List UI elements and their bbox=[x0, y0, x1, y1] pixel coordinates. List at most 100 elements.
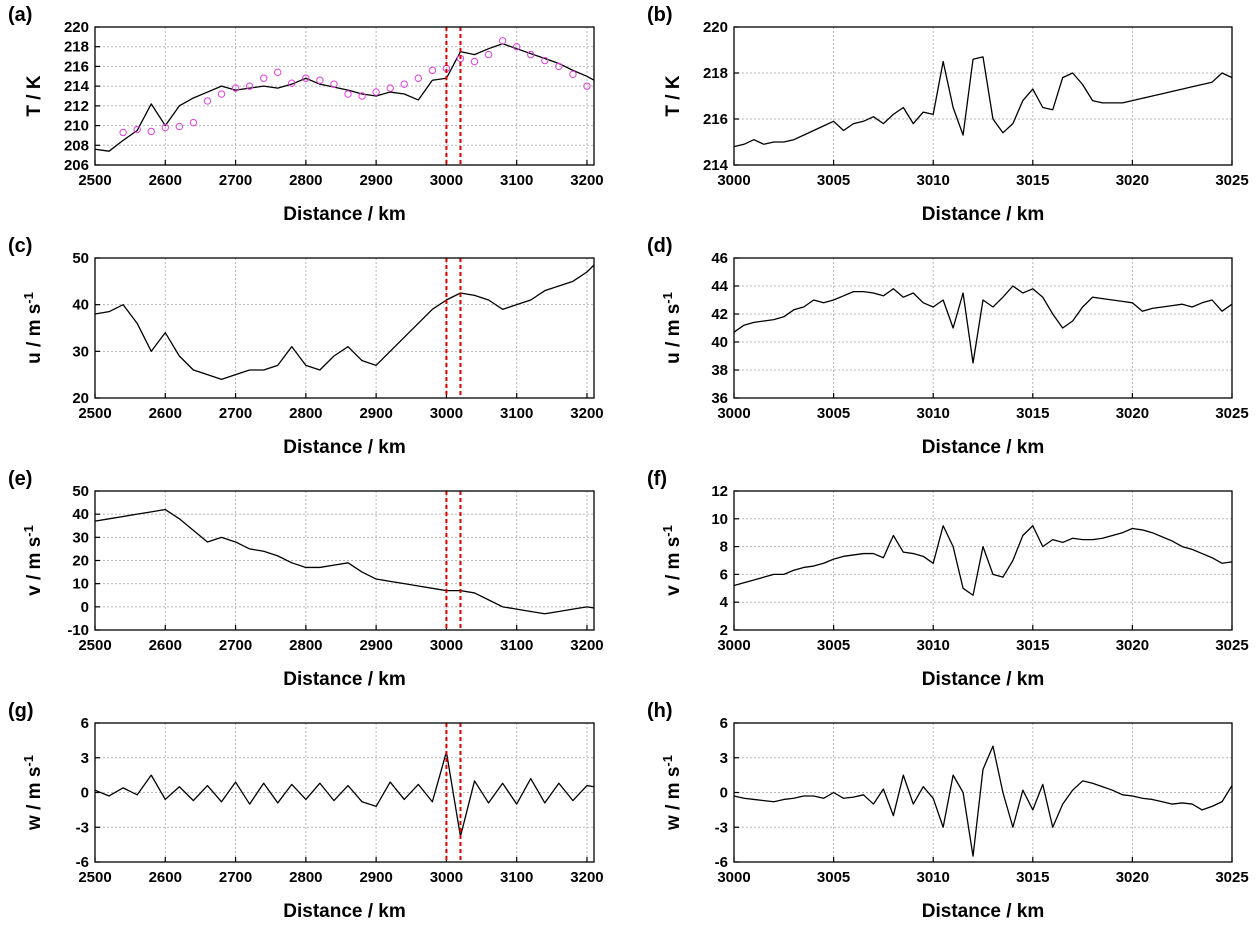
y-axis-label-sup: -1 bbox=[660, 755, 675, 767]
marker bbox=[288, 79, 296, 87]
panel: 3000 3005 3010 3015 3020 3025 -6 -3 0 3 6 (h) Distan… bbox=[647, 700, 1249, 922]
marker bbox=[428, 66, 437, 75]
marker bbox=[119, 128, 127, 137]
x-tick-label: 3015 bbox=[1016, 637, 1049, 654]
x-tick-label: 3025 bbox=[1215, 405, 1248, 422]
marker bbox=[231, 84, 240, 92]
y-tick-label: 42 bbox=[711, 306, 728, 323]
x-tick-label: 2600 bbox=[149, 637, 182, 654]
x-tick-label: 3020 bbox=[1116, 869, 1149, 886]
y-axis-label-sup: -1 bbox=[21, 525, 36, 537]
x-tick-label: 2500 bbox=[78, 869, 111, 886]
marker bbox=[203, 97, 212, 105]
y-tick-label: 44 bbox=[711, 278, 728, 295]
plot-area bbox=[95, 258, 594, 398]
y-axis-label: T / K bbox=[663, 75, 684, 116]
x-tick-label: 3000 bbox=[430, 637, 463, 654]
marker bbox=[217, 90, 226, 98]
y-tick-label: 38 bbox=[711, 362, 728, 379]
x-tick-label: 2500 bbox=[78, 637, 111, 654]
marker bbox=[133, 125, 141, 134]
data-line bbox=[94, 508, 595, 615]
x-tick-label: 3100 bbox=[500, 637, 533, 654]
y-tick-label: 0 bbox=[720, 785, 728, 802]
y-tick-label: 8 bbox=[720, 539, 728, 556]
y-tick-label: 212 bbox=[64, 98, 89, 115]
x-axis-label: Distance / km bbox=[922, 901, 1045, 922]
y-axis-label-text: T / K bbox=[24, 75, 45, 116]
marker bbox=[274, 68, 282, 77]
x-tick-label: 2700 bbox=[219, 172, 252, 189]
y-tick-label: 30 bbox=[72, 529, 89, 546]
y-tick-label: 216 bbox=[64, 58, 89, 75]
x-tick-label: 3005 bbox=[817, 869, 850, 886]
y-tick-label: 40 bbox=[711, 334, 728, 351]
y-tick-label: -6 bbox=[715, 854, 728, 871]
y-axis-label: T / K bbox=[24, 75, 45, 116]
plot-frame bbox=[94, 26, 595, 166]
x-tick-label: 2700 bbox=[219, 405, 252, 422]
y-axis-label-text: w / m s bbox=[24, 767, 45, 831]
x-tick-label: 3005 bbox=[817, 172, 850, 189]
x-tick-label: 3000 bbox=[430, 172, 463, 189]
x-tick-label: 2600 bbox=[149, 405, 182, 422]
y-tick-label: 220 bbox=[703, 19, 728, 36]
y-axis-label-text: T / K bbox=[663, 75, 684, 116]
y-tick-label: 214 bbox=[64, 78, 90, 95]
x-tick-label: 2800 bbox=[289, 637, 322, 654]
marker bbox=[330, 80, 338, 88]
marker bbox=[484, 50, 493, 59]
y-tick-label: -6 bbox=[76, 854, 89, 871]
y-tick-label: 50 bbox=[72, 483, 89, 500]
panel-label: (g) bbox=[8, 700, 34, 722]
y-tick-label: 10 bbox=[711, 511, 728, 528]
y-axis-label-text: v / m s bbox=[663, 537, 684, 596]
y-tick-label: 40 bbox=[72, 506, 89, 523]
plot-frame bbox=[733, 722, 1233, 863]
plot-frame bbox=[94, 490, 595, 631]
plot-frame bbox=[733, 490, 1233, 631]
y-axis-label-text: u / m s bbox=[663, 304, 684, 364]
x-tick-label: 3000 bbox=[717, 172, 750, 189]
x-axis-label: Distance / km bbox=[283, 204, 406, 225]
panel: 2500 2600 2700 2800 2900 3000 3100 3200 -6 -3 0 3 6 (… bbox=[8, 700, 604, 922]
marker bbox=[498, 37, 507, 45]
plot-area bbox=[734, 491, 1232, 630]
y-tick-label: -3 bbox=[76, 819, 89, 836]
panel: 3000 3005 3010 3015 3020 3025 2 4 6 8 10 12 (f) Dista… bbox=[647, 468, 1249, 690]
y-tick-label: 210 bbox=[64, 118, 89, 135]
x-tick-label: 2600 bbox=[149, 869, 182, 886]
x-tick-label: 2500 bbox=[78, 172, 111, 189]
marker bbox=[259, 74, 268, 82]
y-axis-label-sup: -1 bbox=[21, 292, 36, 304]
x-tick-label: 3200 bbox=[570, 637, 603, 654]
y-tick-label: 220 bbox=[64, 19, 89, 36]
panel: 2500 2600 2700 2800 2900 3000 3100 3200 206 208 21… bbox=[8, 4, 604, 225]
panel: 3000 3005 3010 3015 3020 3025 214 216 218 220 (b) D… bbox=[647, 4, 1249, 225]
x-tick-label: 3020 bbox=[1116, 172, 1149, 189]
x-tick-label: 3010 bbox=[917, 637, 950, 654]
y-tick-label: 10 bbox=[72, 576, 89, 593]
y-axis-label: u / m s-1 bbox=[660, 292, 685, 364]
y-tick-label: 218 bbox=[64, 39, 89, 56]
x-tick-label: 3010 bbox=[917, 869, 950, 886]
x-tick-label: 3100 bbox=[500, 869, 533, 886]
panel-label: (a) bbox=[8, 4, 32, 26]
data-line bbox=[733, 745, 1233, 857]
y-tick-label: 206 bbox=[64, 157, 89, 174]
x-axis-label: Distance / km bbox=[922, 204, 1045, 225]
x-tick-label: 3000 bbox=[717, 405, 750, 422]
y-axis-label: v / m s-1 bbox=[21, 525, 46, 596]
plot-area bbox=[95, 27, 594, 165]
x-tick-label: 3025 bbox=[1215, 637, 1248, 654]
y-tick-label: 4 bbox=[720, 594, 729, 611]
x-tick-label: 3020 bbox=[1116, 405, 1149, 422]
marker bbox=[386, 84, 394, 92]
panel: 2500 2600 2700 2800 2900 3000 3100 3200 20 30 40 50… bbox=[8, 235, 604, 458]
y-axis-label-sup: -1 bbox=[21, 755, 36, 767]
data-line bbox=[733, 56, 1233, 148]
x-tick-label: 3015 bbox=[1016, 172, 1049, 189]
x-tick-label: 2900 bbox=[359, 172, 392, 189]
y-tick-label: 36 bbox=[711, 390, 728, 407]
marker bbox=[541, 56, 549, 65]
